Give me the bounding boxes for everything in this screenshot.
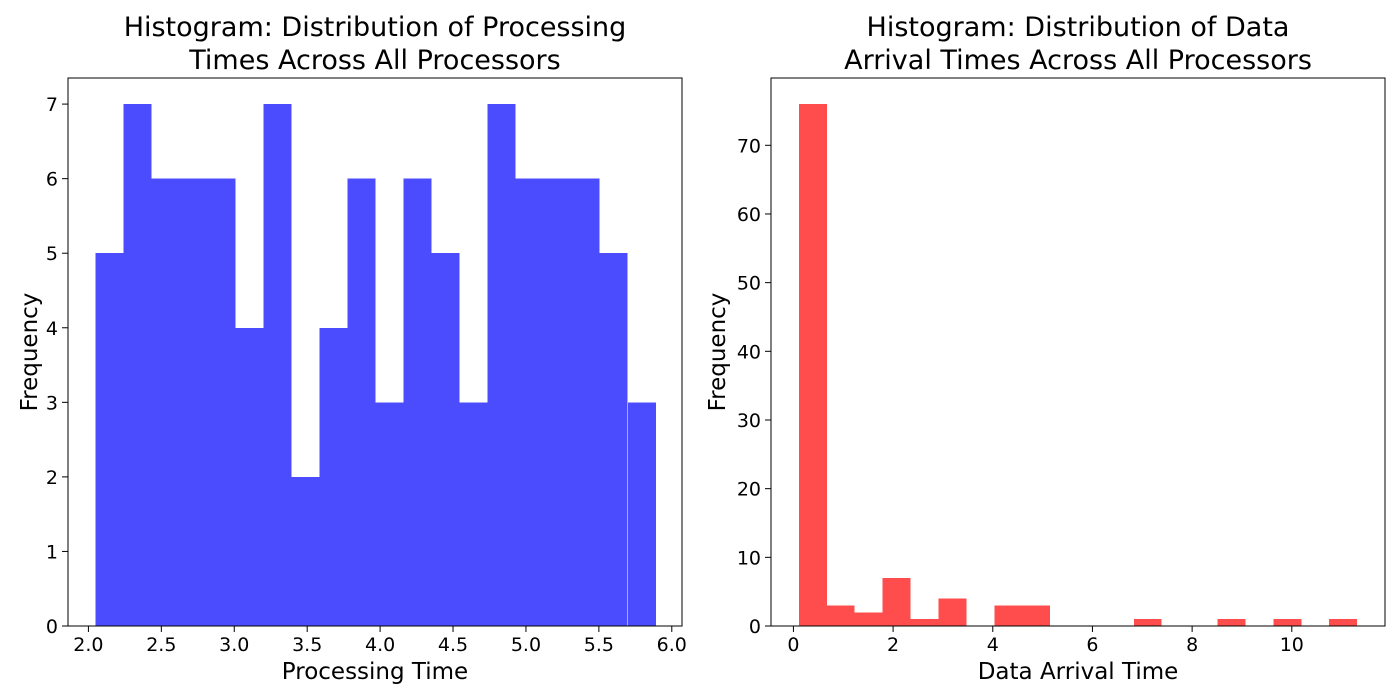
histogram-bar [179,178,208,626]
x-tick-label: 3.0 [219,634,249,656]
y-tick-label: 5 [46,243,58,265]
histogram-bar [123,104,152,627]
x-axis-ticks: 2.0 2.5 3.0 3.5 4.0 4.5 5.0 5.5 6.0 [73,626,687,656]
histogram-bar [910,619,939,626]
histogram-bar [994,605,1023,626]
y-tick-label: 3 [46,392,58,414]
x-tick-label: 2 [887,634,899,656]
x-tick-label: 4 [987,634,999,656]
histogram-bar [151,178,180,626]
x-axis-ticks: 0 2 4 6 8 10 [787,626,1304,656]
histogram-bar [95,253,124,626]
chart-title-line-1: Histogram: Distribution of Processing [124,12,627,43]
y-axis-label: Frequency [705,293,731,412]
y-axis-ticks: 0 1 2 3 4 5 6 7 [46,94,68,638]
histogram-bars [798,104,1358,627]
histogram-bar [347,178,376,626]
x-tick-label: 2.5 [146,634,176,656]
histogram-bar [431,253,460,626]
histogram-bar [1133,619,1162,626]
x-tick-label: 5.0 [511,634,541,656]
histogram-bars [95,104,656,627]
plot-frame [67,77,683,627]
histogram-bar [207,178,236,626]
x-tick-label: 6.0 [657,634,687,656]
x-tick-label: 6 [1086,634,1098,656]
chart-title-line-1: Histogram: Distribution of Data [867,12,1290,43]
x-tick-label: 4.5 [438,634,468,656]
histogram-bar [291,476,320,626]
histogram-bar [854,612,883,626]
histogram-bar [1329,619,1358,626]
chart-processing-time: Histogram: Distribution of Processing Ti… [17,12,687,685]
y-tick-label: 70 [737,135,761,157]
y-tick-label: 60 [737,204,761,226]
y-tick-label: 2 [46,467,58,489]
y-axis-label: Frequency [17,293,43,412]
y-tick-label: 0 [749,616,761,638]
histogram-bar [798,104,827,627]
chart-title-line-2: Times Across All Processors [188,45,560,76]
x-tick-label: 4.0 [365,634,395,656]
chart-data-arrival-time: Histogram: Distribution of Data Arrival … [705,12,1386,685]
x-tick-label: 3.5 [292,634,322,656]
y-tick-label: 7 [46,94,58,116]
x-tick-label: 10 [1280,634,1304,656]
histogram-bar [1273,619,1302,626]
histogram-bar [263,104,292,627]
y-tick-label: 0 [46,616,58,638]
histogram-bar [826,605,855,626]
y-tick-label: 6 [46,169,58,191]
chart-title-line-2: Arrival Times Across All Processors [844,45,1312,76]
x-axis-label: Processing Time [282,659,468,685]
y-tick-label: 20 [737,479,761,501]
histogram-bar [571,178,600,626]
x-tick-label: 0 [787,634,799,656]
histogram-bar [599,253,628,626]
histogram-bar [459,402,488,626]
histogram-bar [1022,605,1051,626]
y-tick-label: 4 [46,318,58,340]
y-tick-label: 40 [737,341,761,363]
y-tick-label: 10 [737,547,761,569]
histogram-bar [403,178,432,626]
y-tick-label: 30 [737,410,761,432]
histogram-bar [235,327,264,626]
histogram-bar [627,402,656,626]
y-tick-label: 50 [737,273,761,295]
histogram-bar [319,327,348,626]
x-tick-label: 2.0 [73,634,103,656]
x-axis-label: Data Arrival Time [978,659,1179,685]
histogram-bar [375,402,404,626]
histogram-bar [543,178,572,626]
x-tick-label: 5.5 [584,634,614,656]
x-tick-label: 8 [1186,634,1198,656]
plot-frame [770,77,1386,627]
histogram-bar [487,104,516,627]
y-axis-ticks: 0 10 20 30 40 50 60 70 [737,135,771,638]
y-tick-label: 1 [46,541,58,563]
histogram-bar [882,577,911,626]
histogram-bar [1217,619,1246,626]
histogram-bar [938,598,967,626]
histogram-bar [515,178,544,626]
